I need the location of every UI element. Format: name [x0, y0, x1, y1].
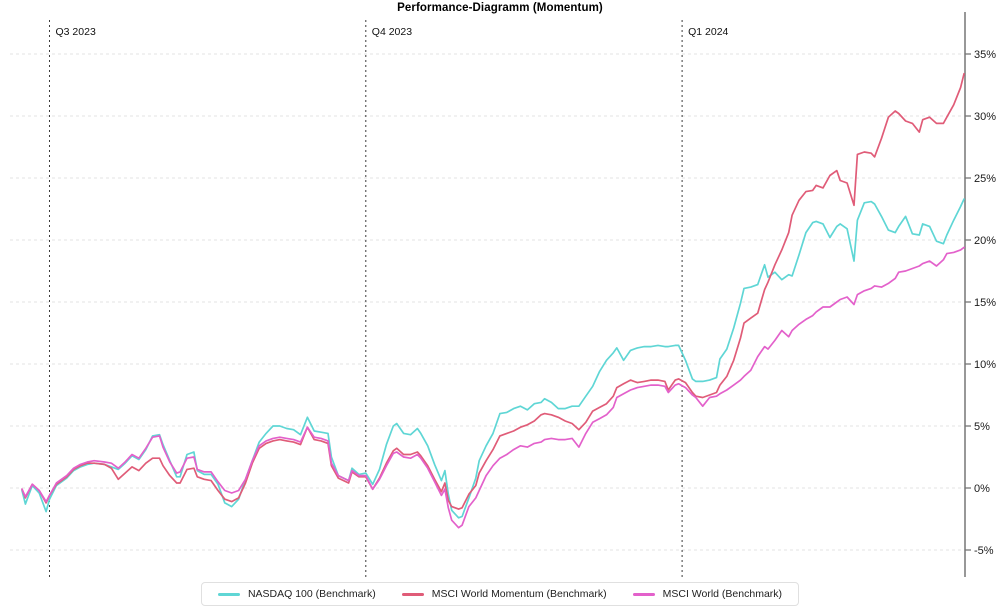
- y-tick-label: -5%: [974, 545, 994, 557]
- y-tick-label: 10%: [974, 359, 996, 371]
- series-line: [21, 198, 965, 519]
- y-tick-label: 25%: [974, 173, 996, 185]
- y-tick-label: 30%: [974, 111, 996, 123]
- y-tick-label: 0%: [974, 483, 990, 495]
- legend-box: NASDAQ 100 (Benchmark) MSCI World Moment…: [200, 582, 800, 606]
- y-tick-label: 20%: [974, 235, 996, 247]
- legend-label-msci-world-momentum: MSCI World Momentum (Benchmark): [431, 588, 607, 600]
- y-tick-label: 35%: [974, 49, 996, 61]
- series-line: [21, 72, 965, 510]
- legend-item-nasdaq-100[interactable]: NASDAQ 100 (Benchmark): [217, 588, 376, 600]
- msci-world-swatch-icon: [632, 592, 655, 596]
- legend-label-msci-world: MSCI World (Benchmark): [662, 588, 783, 600]
- y-tick-label: 5%: [974, 421, 990, 433]
- chart-title: Performance-Diagramm (Momentum): [397, 2, 603, 14]
- y-tick-label: 15%: [974, 297, 996, 309]
- legend-item-msci-world-momentum[interactable]: MSCI World Momentum (Benchmark): [401, 588, 607, 600]
- y-axis: 35% 30% 25% 20% 15% 10% 5% 0% -5%: [964, 12, 996, 577]
- quarter-markers: Q3 2023 Q4 2023 Q1 2024: [49, 20, 729, 577]
- msci-world-momentum-swatch-icon: [401, 592, 424, 596]
- y-gridlines: [10, 53, 965, 551]
- legend-label-nasdaq-100: NASDAQ 100 (Benchmark): [247, 588, 376, 600]
- nasdaq-100-swatch-icon: [217, 592, 240, 596]
- quarter-label: Q1 2024: [688, 26, 728, 38]
- legend-item-msci-world[interactable]: MSCI World (Benchmark): [632, 588, 783, 600]
- quarter-label: Q3 2023: [56, 26, 96, 38]
- series-line: [21, 246, 965, 529]
- chart-legend: NASDAQ 100 (Benchmark) MSCI World Moment…: [0, 582, 1000, 606]
- quarter-label: Q4 2023: [372, 26, 412, 38]
